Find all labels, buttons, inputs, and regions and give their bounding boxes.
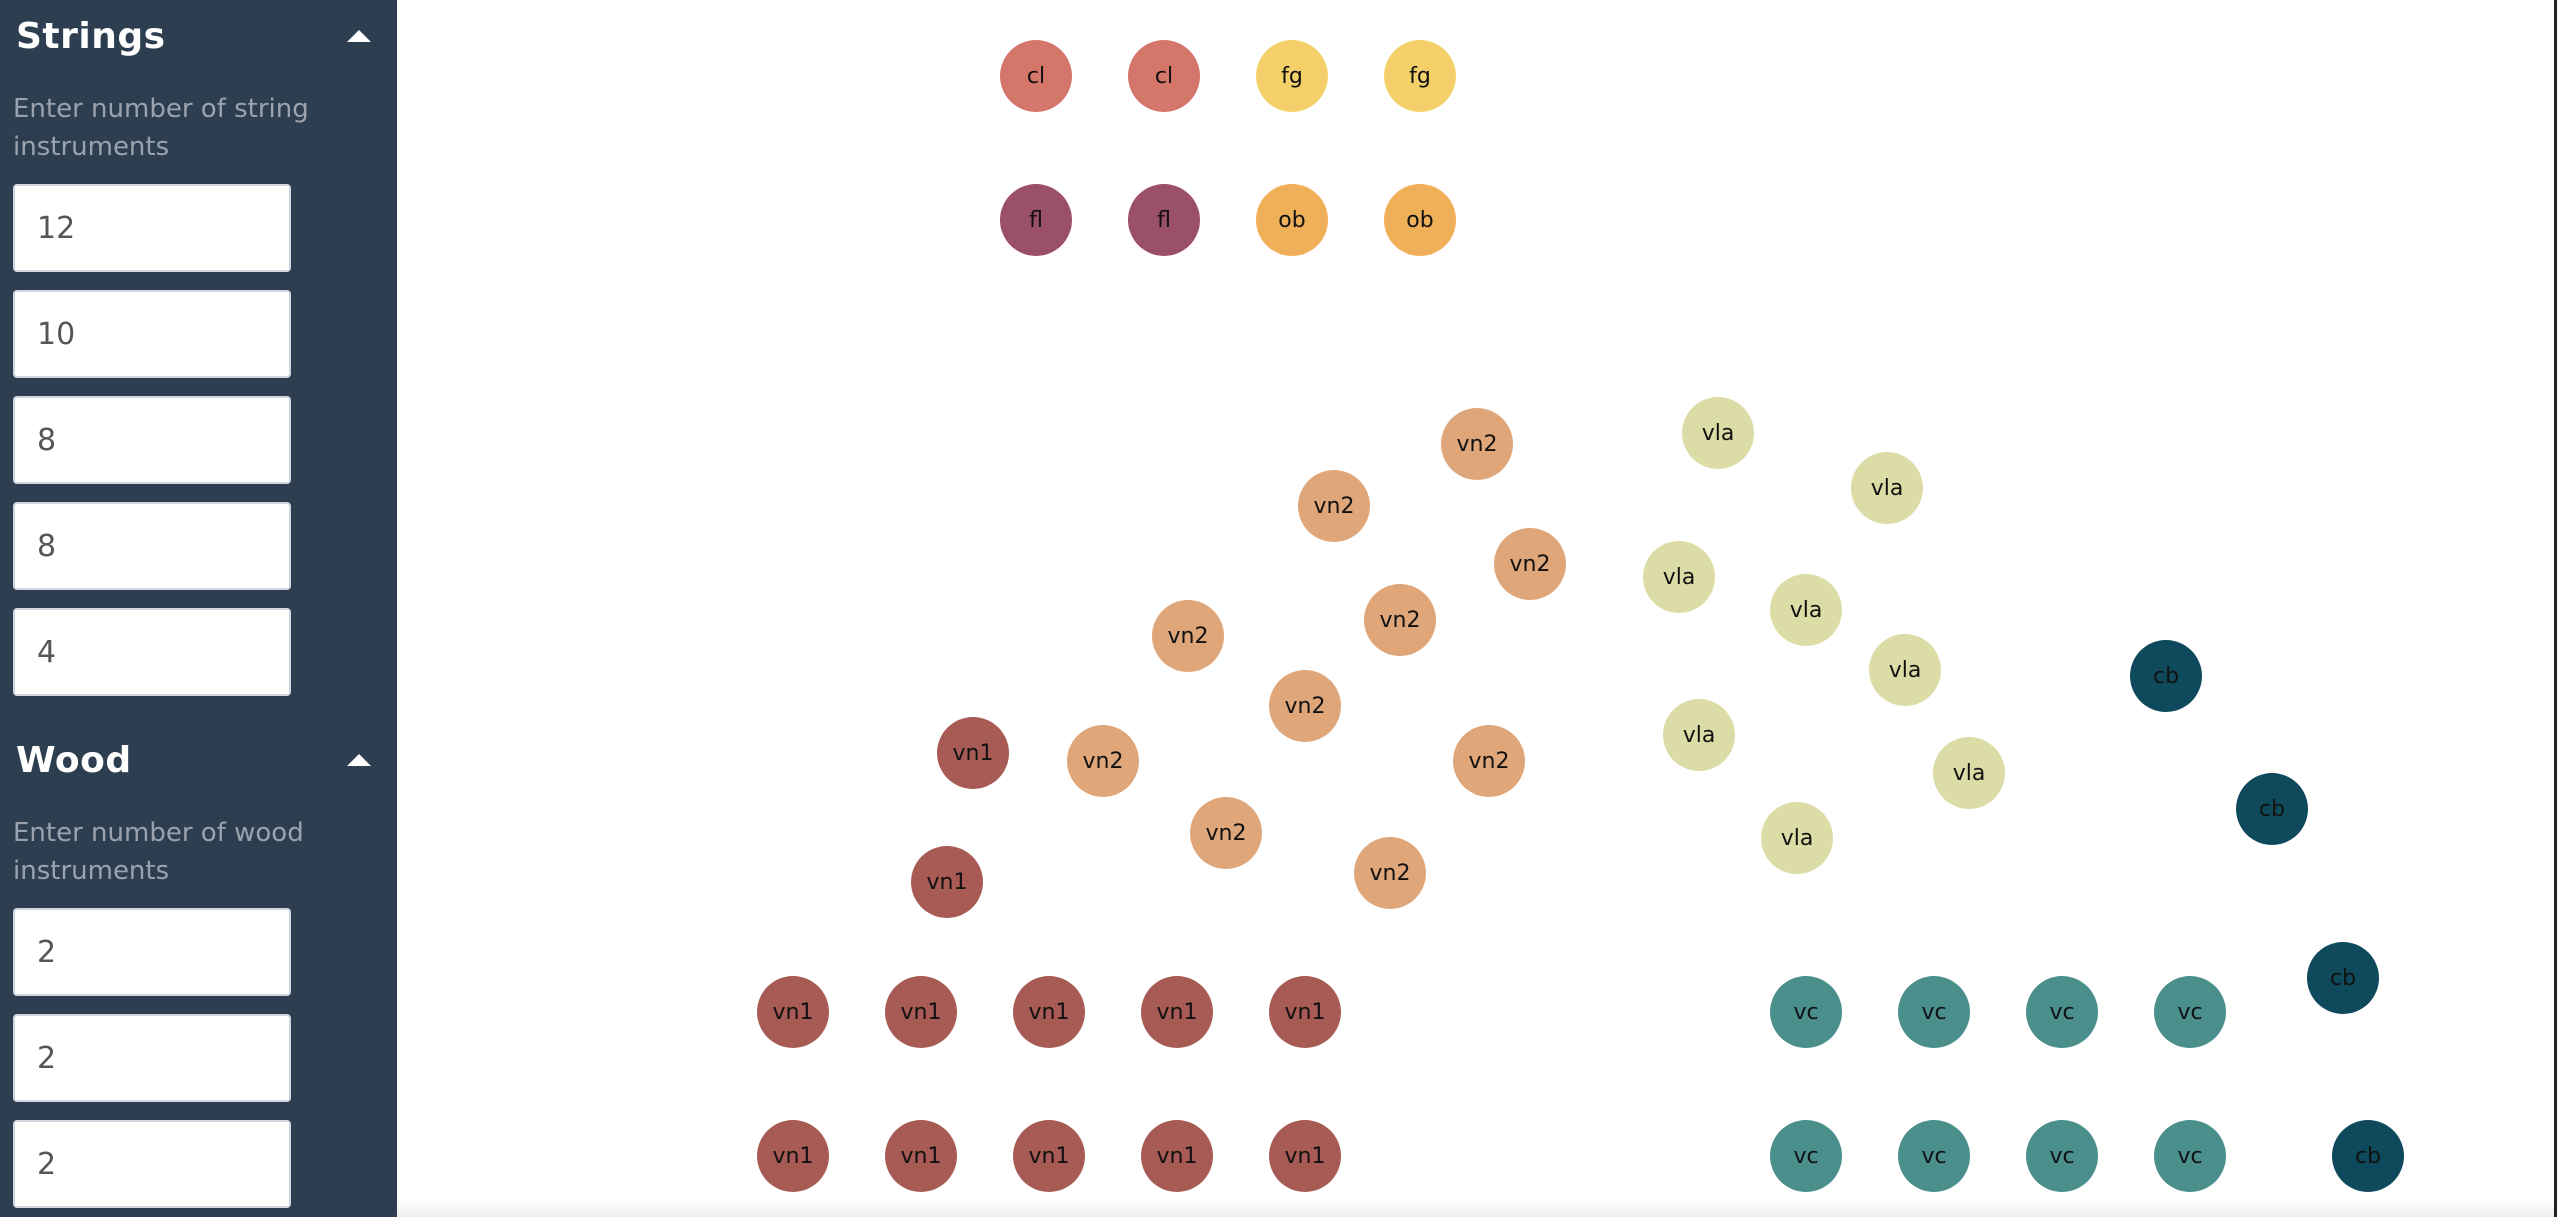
strings-section-header[interactable]: Strings: [16, 14, 371, 58]
musician-vn1[interactable]: vn1: [1141, 1120, 1213, 1192]
musician-cb[interactable]: cb: [2332, 1120, 2404, 1192]
musician-vla[interactable]: vla: [1643, 541, 1715, 613]
wood-input-3[interactable]: [13, 1120, 291, 1208]
musician-vla[interactable]: vla: [1869, 634, 1941, 706]
musician-vn2[interactable]: vn2: [1354, 837, 1426, 909]
musician-vn1[interactable]: vn1: [757, 1120, 829, 1192]
musician-fg[interactable]: fg: [1384, 40, 1456, 112]
stage-bottom-edge: [397, 1199, 2554, 1217]
strings-input-5[interactable]: [13, 608, 291, 696]
musician-vc[interactable]: vc: [1770, 1120, 1842, 1192]
strings-input-3[interactable]: [13, 396, 291, 484]
caret-up-icon[interactable]: [347, 754, 371, 766]
musician-cb[interactable]: cb: [2236, 773, 2308, 845]
musician-vc[interactable]: vc: [1898, 976, 1970, 1048]
musician-vn1[interactable]: vn1: [757, 976, 829, 1048]
musician-cb[interactable]: cb: [2130, 640, 2202, 712]
musician-vn2[interactable]: vn2: [1190, 797, 1262, 869]
musician-vn1[interactable]: vn1: [1141, 976, 1213, 1048]
musician-vn2[interactable]: vn2: [1494, 528, 1566, 600]
musician-vn2[interactable]: vn2: [1364, 584, 1436, 656]
musician-vc[interactable]: vc: [1898, 1120, 1970, 1192]
sidebar: Strings Enter number of string instrumen…: [0, 0, 397, 1217]
wood-section-title: Wood: [16, 739, 132, 781]
musician-vla[interactable]: vla: [1761, 802, 1833, 874]
musician-ob[interactable]: ob: [1384, 184, 1456, 256]
musician-vla[interactable]: vla: [1770, 574, 1842, 646]
musician-vn1[interactable]: vn1: [1269, 1120, 1341, 1192]
musician-cb[interactable]: cb: [2307, 942, 2379, 1014]
musician-vla[interactable]: vla: [1933, 737, 2005, 809]
musician-vla[interactable]: vla: [1682, 397, 1754, 469]
musician-fl[interactable]: fl: [1128, 184, 1200, 256]
stage-right-border: [2554, 0, 2557, 1217]
strings-input-2[interactable]: [13, 290, 291, 378]
strings-section-title: Strings: [16, 15, 166, 57]
musician-vla[interactable]: vla: [1663, 699, 1735, 771]
musician-vc[interactable]: vc: [1770, 976, 1842, 1048]
musician-vn1[interactable]: vn1: [885, 976, 957, 1048]
musician-vn2[interactable]: vn2: [1453, 725, 1525, 797]
musician-vn1[interactable]: vn1: [885, 1120, 957, 1192]
wood-input-2[interactable]: [13, 1014, 291, 1102]
orchestra-stage: cl cl fg fg fl fl ob ob vn2 vn2 vn2 vn2 vn2 vn2 vn2 vn2…: [397, 0, 2557, 1217]
caret-up-icon[interactable]: [347, 30, 371, 42]
musician-vc[interactable]: vc: [2026, 1120, 2098, 1192]
musician-vn2[interactable]: vn2: [1298, 470, 1370, 542]
wood-description: Enter number of wood instruments: [13, 818, 304, 886]
strings-input-1[interactable]: [13, 184, 291, 272]
wood-section-header[interactable]: Wood: [16, 738, 371, 782]
musician-vc[interactable]: vc: [2026, 976, 2098, 1048]
musician-vn1[interactable]: vn1: [911, 846, 983, 918]
musician-vn2[interactable]: vn2: [1152, 600, 1224, 672]
musician-fg[interactable]: fg: [1256, 40, 1328, 112]
musician-fl[interactable]: fl: [1000, 184, 1072, 256]
musician-vn2[interactable]: vn2: [1067, 725, 1139, 797]
musician-vn1[interactable]: vn1: [1013, 976, 1085, 1048]
strings-description: Enter number of string instruments: [13, 94, 309, 162]
musician-vn2[interactable]: vn2: [1441, 408, 1513, 480]
musician-vla[interactable]: vla: [1851, 452, 1923, 524]
musician-vn1[interactable]: vn1: [1269, 976, 1341, 1048]
musician-vc[interactable]: vc: [2154, 1120, 2226, 1192]
wood-input-1[interactable]: [13, 908, 291, 996]
strings-input-4[interactable]: [13, 502, 291, 590]
musician-cl[interactable]: cl: [1128, 40, 1200, 112]
musician-cl[interactable]: cl: [1000, 40, 1072, 112]
musician-vn1[interactable]: vn1: [937, 717, 1009, 789]
musician-vn2[interactable]: vn2: [1269, 670, 1341, 742]
musician-vc[interactable]: vc: [2154, 976, 2226, 1048]
musician-ob[interactable]: ob: [1256, 184, 1328, 256]
musician-vn1[interactable]: vn1: [1013, 1120, 1085, 1192]
